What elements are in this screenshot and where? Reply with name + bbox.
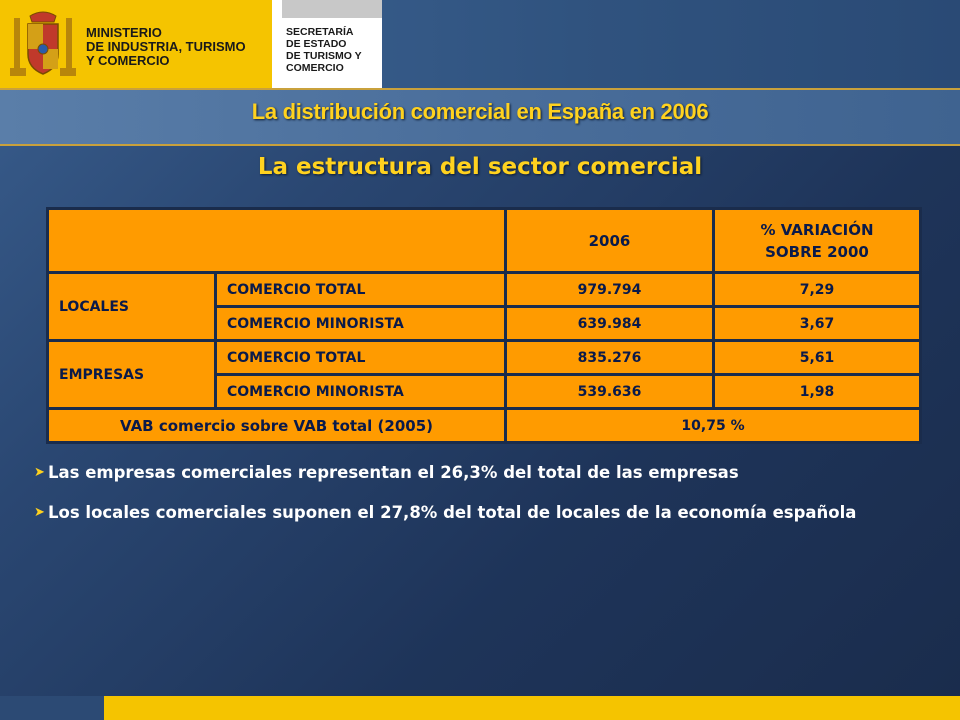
section-subtitle: La estructura del sector comercial: [257, 154, 703, 180]
value-2006: 979.794: [504, 271, 715, 308]
table-row: COMERCIO MINORISTA 639.984 3,67: [48, 305, 922, 342]
sector-table: 2006 % VARIACIÓN SOBRE 2000 LOCALES COME…: [46, 207, 922, 444]
list-item: ➤ Los locales comerciales suponen el 27,…: [34, 498, 950, 527]
table-row: COMERCIO MINORISTA 539.636 1,98: [48, 373, 922, 410]
row-label: COMERCIO TOTAL: [214, 339, 507, 376]
group-label-locales: LOCALES: [46, 271, 217, 342]
ministerio-name: MINISTERIO DE INDUSTRIA, TURISMO Y COMER…: [86, 26, 246, 68]
footer-band-right: [104, 696, 960, 720]
footer-band-left: [0, 696, 104, 720]
table-row: LOCALES COMERCIO TOTAL 979.794 7,29: [46, 271, 922, 342]
ministerio-line-1: MINISTERIO: [86, 25, 162, 40]
secretaria-line-2: DE ESTADO: [286, 38, 347, 50]
bullet-text: Las empresas comerciales representan el …: [48, 463, 739, 482]
slide-title: La distribución comercial en España en 2…: [251, 99, 709, 124]
ministerio-line-2: DE INDUSTRIA, TURISMO: [86, 39, 246, 54]
value-variacion: 1,98: [712, 373, 922, 410]
col-header-2006: 2006: [504, 207, 715, 274]
value-variacion: 7,29: [712, 271, 922, 308]
title-bar-rule: [0, 88, 960, 90]
value-2006: 639.984: [504, 305, 715, 342]
value-2006: 539.636: [504, 373, 715, 410]
bullet-text: Los locales comerciales suponen el 27,8%…: [48, 503, 857, 522]
coat-of-arms-icon: [10, 11, 76, 76]
row-label: COMERCIO TOTAL: [214, 271, 507, 308]
secretaria-name: SECRETARÍA DE ESTADO DE TURISMO Y COMERC…: [286, 26, 362, 74]
title-bar: [0, 88, 960, 146]
col-header-variacion-line1: % VARIACIÓN: [760, 220, 874, 239]
secretaria-line-1: SECRETARÍA: [286, 26, 354, 38]
secretaria-line-3: DE TURISMO Y: [286, 50, 362, 62]
row-label: COMERCIO MINORISTA: [214, 373, 507, 410]
list-item: ➤ Las empresas comerciales representan e…: [34, 458, 950, 487]
footer-value: 10,75 %: [504, 407, 922, 444]
table-footer-row: VAB comercio sobre VAB total (2005) 10,7…: [46, 407, 922, 444]
table-corner-cell: [46, 207, 507, 274]
footer-label: VAB comercio sobre VAB total (2005): [46, 407, 507, 444]
ministerio-logo: MINISTERIO DE INDUSTRIA, TURISMO Y COMER…: [0, 0, 272, 88]
arrow-bullet-icon: ➤: [34, 505, 45, 520]
group-label-empresas: EMPRESAS: [46, 339, 217, 410]
value-2006: 835.276: [504, 339, 715, 376]
secretaria-bar: [282, 0, 382, 18]
row-label: COMERCIO MINORISTA: [214, 305, 507, 342]
arrow-bullet-icon: ➤: [34, 465, 45, 480]
col-header-variacion-line2: SOBRE 2000: [765, 242, 869, 261]
table-row: EMPRESAS COMERCIO TOTAL 835.276 5,61: [46, 339, 922, 410]
ministerio-line-3: Y COMERCIO: [86, 53, 170, 68]
table-header-row: 2006 % VARIACIÓN SOBRE 2000: [46, 207, 922, 274]
col-header-variacion: % VARIACIÓN SOBRE 2000: [712, 207, 922, 274]
bullet-list: ➤ Las empresas comerciales representan e…: [34, 458, 950, 538]
secretaria-logo: SECRETARÍA DE ESTADO DE TURISMO Y COMERC…: [272, 0, 382, 88]
secretaria-line-4: COMERCIO: [286, 62, 344, 74]
value-variacion: 5,61: [712, 339, 922, 376]
value-variacion: 3,67: [712, 305, 922, 342]
